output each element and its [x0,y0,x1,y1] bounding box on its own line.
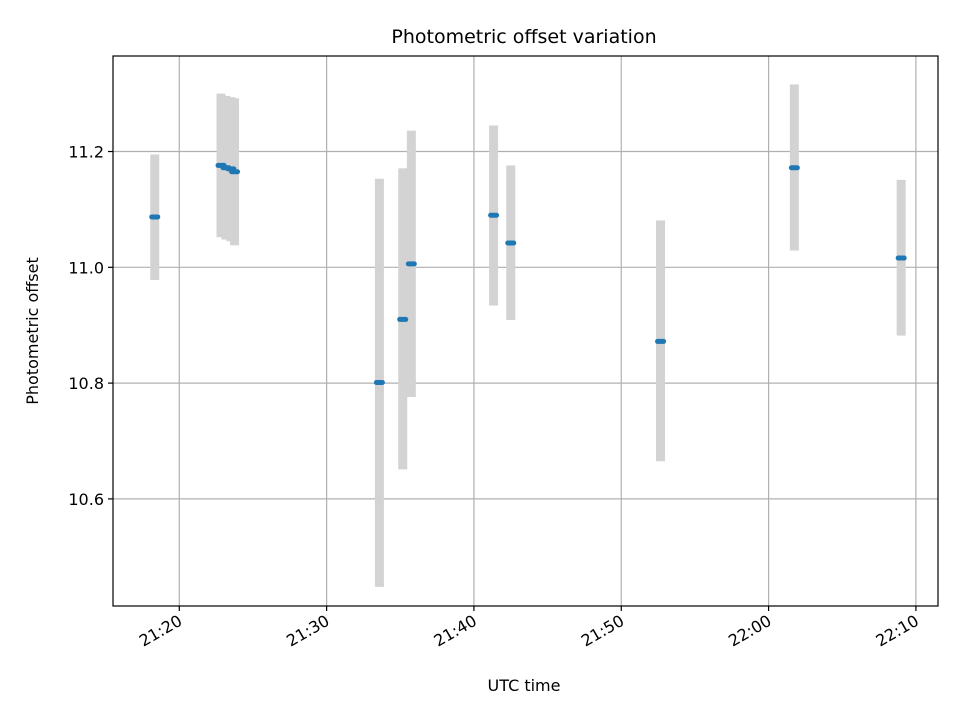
data-points [149,162,907,386]
y-tick-label: 10.8 [68,374,104,393]
data-point [895,255,907,261]
data-point [397,316,409,322]
data-point [488,212,500,218]
chart-title: Photometric offset variation [391,26,656,48]
data-point [505,240,517,246]
plot-frame [112,55,939,607]
data-point [788,165,800,171]
data-point [229,169,241,175]
y-tick-label: 10.6 [68,490,104,509]
y-axis-label: Photometric offset [23,257,42,405]
y-tick-label: 11.2 [68,143,104,162]
data-point [655,338,667,344]
y-axis-ticks: 10.6 10.8 11.0 11.2 [68,143,113,509]
data-point [373,380,385,386]
data-point [149,214,161,220]
y-tick-label: 11.0 [68,258,104,277]
data-point [405,261,417,267]
grid-lines [113,56,938,606]
x-axis-label: UTC time [488,676,561,695]
